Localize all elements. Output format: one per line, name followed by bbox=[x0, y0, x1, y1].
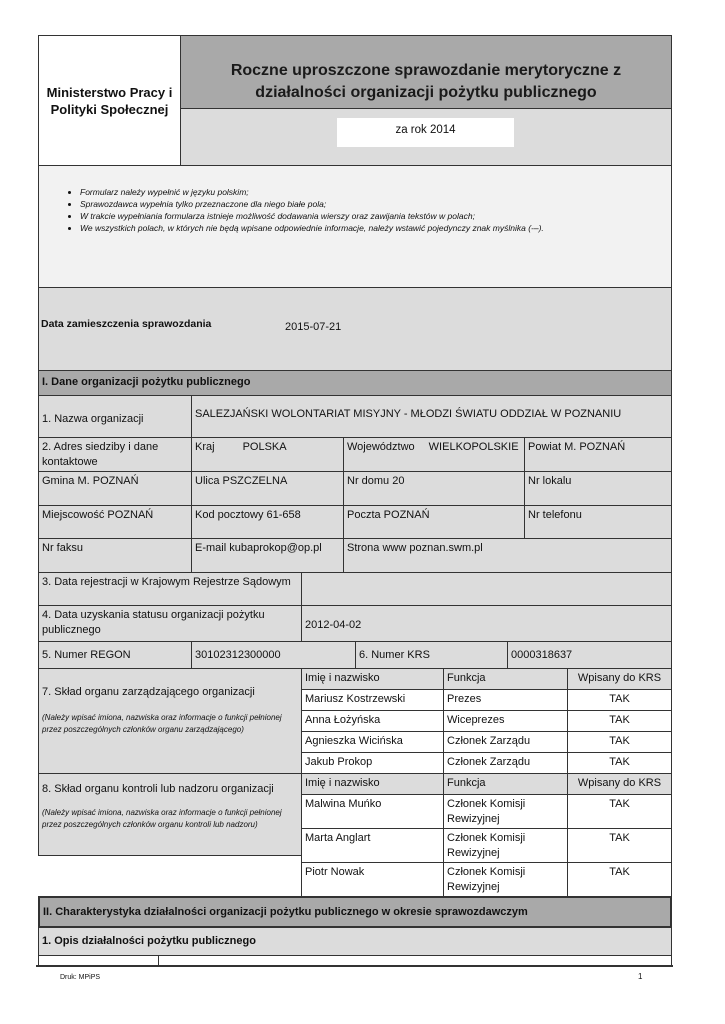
control-member-krs[interactable]: TAK bbox=[567, 794, 672, 829]
section1-title: I. Dane organizacji pożytku publicznego bbox=[38, 370, 672, 396]
instruction-item: Formularz należy wypełnić w języku polsk… bbox=[80, 186, 668, 198]
krs-date-value[interactable] bbox=[301, 572, 672, 606]
krs-date-label: 3. Data rejestracji w Krajowym Rejestrze… bbox=[38, 572, 302, 606]
date-label: Data zamieszczenia sprawozdania bbox=[41, 318, 212, 330]
board-title: 7. Skład organu zarządzającego organizac… bbox=[42, 686, 255, 698]
board-member-name[interactable]: Agnieszka Wicińska bbox=[301, 731, 444, 753]
county-field[interactable]: Powiat M. POZNAŃ bbox=[524, 437, 672, 472]
control-note: (Należy wpisać imiona, nazwiska oraz inf… bbox=[42, 808, 282, 829]
section2-title: II. Charakterystyka działalności organiz… bbox=[38, 896, 672, 928]
instruction-item: W trakcie wypełniania formularza istniej… bbox=[80, 210, 668, 222]
city-field[interactable]: Miejscowość POZNAŃ bbox=[38, 505, 192, 539]
board-col-name: Imię i nazwisko bbox=[301, 668, 444, 690]
opp-date-value[interactable]: 2012-04-02 bbox=[301, 605, 672, 642]
board-member-krs[interactable]: TAK bbox=[567, 689, 672, 711]
board-member-name[interactable]: Anna Łożyńska bbox=[301, 710, 444, 732]
year-box: za rok 2014 bbox=[337, 118, 514, 147]
board-col-function: Funkcja bbox=[443, 668, 568, 690]
name-label: 1. Nazwa organizacji bbox=[38, 395, 192, 438]
board-label: 7. Skład organu zarządzającego organizac… bbox=[38, 668, 302, 774]
voivodeship-value: WIELKOPOLSKIE bbox=[428, 441, 519, 453]
regon-value[interactable]: 30102312300000 bbox=[191, 641, 356, 669]
postal-code-field[interactable]: Kod pocztowy 61-658 bbox=[191, 505, 344, 539]
address-label: 2. Adres siedziby i dane kontaktowe bbox=[38, 437, 192, 472]
control-col-function: Funkcja bbox=[443, 773, 568, 795]
country-label: Kraj bbox=[195, 441, 215, 453]
voivodeship-label: Województwo bbox=[347, 441, 415, 453]
page-number: 1 bbox=[638, 972, 643, 981]
phone-field[interactable]: Nr telefonu bbox=[524, 505, 672, 539]
board-member-krs[interactable]: TAK bbox=[567, 752, 672, 774]
footer-rule bbox=[36, 965, 673, 967]
control-member-name[interactable]: Malwina Muńko bbox=[301, 794, 444, 829]
control-title: 8. Skład organu kontroli lub nadzoru org… bbox=[42, 783, 274, 795]
date-value[interactable]: 2015-07-21 bbox=[285, 321, 342, 333]
column-divider bbox=[158, 955, 159, 965]
instruction-item: Sprawozdawca wypełnia tylko przeznaczone… bbox=[80, 198, 668, 210]
control-label: 8. Skład organu kontroli lub nadzoru org… bbox=[38, 773, 302, 856]
control-col-krs: Wpisany do KRS bbox=[567, 773, 672, 795]
board-member-krs[interactable]: TAK bbox=[567, 710, 672, 732]
ministry-cell: Ministerstwo Pracy i Polityki Społecznej bbox=[38, 35, 181, 166]
section2-subtitle: 1. Opis działalności pożytku publicznego bbox=[38, 927, 672, 956]
post-office-field[interactable]: Poczta POZNAŃ bbox=[343, 505, 525, 539]
control-member-krs[interactable]: TAK bbox=[567, 828, 672, 863]
control-member-name[interactable]: Piotr Nowak bbox=[301, 862, 444, 897]
apartment-field[interactable]: Nr lokalu bbox=[524, 471, 672, 506]
table-edge bbox=[38, 955, 672, 965]
voivodeship-field[interactable]: Województwo WIELKOPOLSKIE bbox=[343, 437, 525, 472]
country-value: POLSKA bbox=[242, 441, 287, 453]
board-col-krs: Wpisany do KRS bbox=[567, 668, 672, 690]
krs-value[interactable]: 0000318637 bbox=[507, 641, 672, 669]
date-row bbox=[38, 287, 672, 371]
control-member-function[interactable]: Członek Komisji Rewizyjnej bbox=[443, 862, 568, 897]
board-member-krs[interactable]: TAK bbox=[567, 731, 672, 753]
board-member-function[interactable]: Prezes bbox=[443, 689, 568, 711]
house-number-field[interactable]: Nr domu 20 bbox=[343, 471, 525, 506]
board-member-function[interactable]: Członek Zarządu bbox=[443, 731, 568, 753]
board-member-name[interactable]: Jakub Prokop bbox=[301, 752, 444, 774]
control-col-name: Imię i nazwisko bbox=[301, 773, 444, 795]
board-note: (Należy wpisać imiona, nazwiska oraz inf… bbox=[42, 713, 282, 734]
commune-field[interactable]: Gmina M. POZNAŃ bbox=[38, 471, 192, 506]
control-member-name[interactable]: Marta Anglart bbox=[301, 828, 444, 863]
email-field[interactable]: E-mail kubaprokop@op.pl bbox=[191, 538, 344, 573]
control-member-krs[interactable]: TAK bbox=[567, 862, 672, 897]
board-member-name[interactable]: Mariusz Kostrzewski bbox=[301, 689, 444, 711]
fax-field[interactable]: Nr faksu bbox=[38, 538, 192, 573]
footer-print: Druk: MPiPS bbox=[60, 974, 101, 981]
control-member-function[interactable]: Członek Komisji Rewizyjnej bbox=[443, 828, 568, 863]
opp-date-label: 4. Data uzyskania statusu organizacji po… bbox=[38, 605, 302, 642]
instructions: Formularz należy wypełnić w języku polsk… bbox=[38, 165, 672, 288]
name-value[interactable]: SALEZJAŃSKI WOLONTARIAT MISYJNY - MŁODZI… bbox=[191, 395, 672, 438]
regon-label: 5. Numer REGON bbox=[38, 641, 192, 669]
street-field[interactable]: Ulica PSZCZELNA bbox=[191, 471, 344, 506]
website-field[interactable]: Strona www poznan.swm.pl bbox=[343, 538, 672, 573]
country-field[interactable]: Kraj POLSKA bbox=[191, 437, 344, 472]
board-member-function[interactable]: Członek Zarządu bbox=[443, 752, 568, 774]
instruction-item: We wszystkich polach, w których nie będą… bbox=[80, 222, 668, 234]
page-title: Roczne uproszczone sprawozdanie merytory… bbox=[180, 35, 672, 109]
board-member-function[interactable]: Wiceprezes bbox=[443, 710, 568, 732]
krs-label: 6. Numer KRS bbox=[355, 641, 508, 669]
control-member-function[interactable]: Członek Komisji Rewizyjnej bbox=[443, 794, 568, 829]
